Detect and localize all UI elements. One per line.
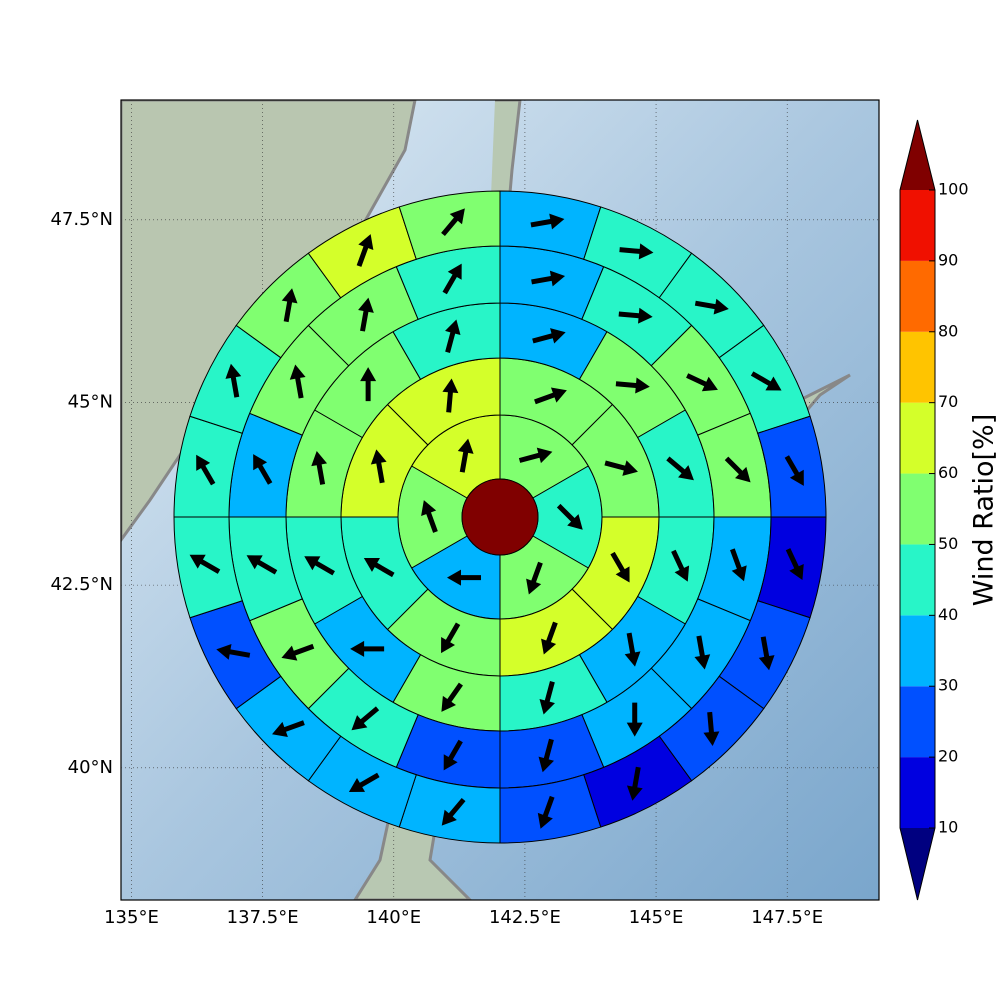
wind-arrow [694, 298, 729, 315]
y-tick-label: 45°N [68, 391, 113, 412]
wind-arrow [604, 460, 638, 476]
y-tick-label: 42.5°N [50, 574, 113, 595]
wind-arrow [537, 795, 555, 829]
wind-arrow [442, 378, 459, 413]
wind-arrow [447, 569, 481, 586]
colorbar-bin [900, 686, 935, 758]
x-tick-label: 147.5°E [751, 907, 823, 928]
colorbar-bin [900, 331, 935, 403]
wind-arrow [441, 682, 463, 712]
map-frame [120, 99, 880, 901]
wind-arrow [189, 554, 221, 574]
wind-arrow [532, 328, 566, 344]
wind-arrow [730, 548, 747, 582]
wind-arrow [671, 549, 690, 582]
wind-arrow [281, 643, 315, 661]
colorbar-bin [900, 757, 935, 828]
wind-arrow [534, 387, 567, 405]
colorbar-tick-label: 70 [938, 392, 958, 411]
wind-arrow [626, 702, 643, 737]
colorbar: 10 20 30 40 50 60 70 80 90 100 [899, 119, 969, 901]
wind-arrow [750, 371, 782, 391]
colorbar-bin [900, 402, 935, 474]
wind-arrow [457, 438, 474, 473]
wind-arrow [610, 551, 630, 583]
wind-arrow [619, 243, 654, 260]
wind-arrow [541, 621, 558, 655]
wind-arrow [370, 449, 387, 484]
wind-arrow [216, 643, 251, 660]
wind-arrow [556, 503, 583, 530]
colorbar-tick-label: 30 [938, 676, 958, 695]
x-tick-label: 142.5°E [489, 907, 561, 928]
wind-arrow [225, 363, 242, 398]
wind-arrow [272, 720, 305, 737]
colorbar-label: Wind Ratio[%] [969, 414, 1000, 606]
wind-arrow [618, 307, 653, 324]
wind-arrow [363, 557, 395, 578]
wind-arrow [626, 766, 643, 801]
wind-arrow [441, 797, 466, 826]
colorbar-under [900, 828, 935, 900]
x-tick-label: 145°E [629, 907, 684, 928]
wind-arrow [350, 640, 385, 657]
wind-arrow [441, 622, 461, 654]
wind-arrow [360, 367, 377, 402]
wind-arrow [784, 455, 804, 486]
wind-arrow [703, 711, 720, 747]
colorbar-tick-label: 100 [938, 180, 969, 199]
wind-arrow [311, 451, 328, 485]
wind-arrow [530, 213, 565, 230]
wind-arrow [442, 263, 462, 295]
colorbar-tick-label: 90 [938, 250, 958, 269]
wind-arrow [441, 208, 465, 237]
wind-arrow [531, 270, 566, 287]
wind-arrow [356, 234, 374, 267]
y-tick-label: 40°N [68, 757, 113, 778]
colorbar-tick-label: 80 [938, 321, 958, 340]
wind-arrow [289, 364, 306, 399]
x-tick-label: 140°E [366, 907, 421, 928]
wind-arrow [686, 373, 718, 392]
colorbar-tick-label: 40 [938, 605, 958, 624]
wind-arrow [615, 377, 650, 394]
x-tick-label: 135°E [104, 907, 159, 928]
wind-arrow [666, 456, 694, 481]
wind-diagram [173, 190, 827, 844]
colorbar-tick-label: 10 [938, 818, 958, 837]
colorbar-bin [900, 615, 935, 687]
y-tick-label: 47.5°N [50, 209, 113, 230]
colorbar-bin [900, 473, 935, 545]
wind-arrow [526, 561, 543, 595]
colorbar-tick-label: 60 [938, 463, 958, 482]
colorbar-bin [900, 190, 935, 261]
wind-arrow [445, 319, 461, 353]
wind-arrow [758, 636, 775, 671]
wind-arrow [538, 738, 555, 773]
wind-arrow [351, 706, 380, 731]
center-disc [461, 478, 539, 556]
wind-arrow [724, 456, 751, 483]
colorbar-bin [900, 260, 935, 332]
colorbar-tick-label: 50 [938, 534, 958, 553]
wind-arrow [281, 288, 298, 323]
wind-arrow [246, 555, 278, 575]
wind-arrow [785, 548, 804, 581]
wind-arrow [253, 454, 273, 485]
wind-arrow [196, 454, 216, 486]
wind-arrow [348, 772, 380, 792]
wind-arrow [304, 556, 335, 576]
wind-arrow [624, 632, 641, 667]
colorbar-over [900, 120, 935, 190]
wind-arrow [443, 739, 463, 771]
colorbar-bin [900, 544, 935, 616]
wind-arrow [421, 500, 438, 533]
wind-arrow [518, 447, 553, 464]
wind-arrow [694, 635, 711, 670]
wind-arrow [358, 297, 374, 332]
colorbar-tick-label: 20 [938, 747, 958, 766]
x-tick-label: 137.5°E [227, 907, 299, 928]
wind-arrow [539, 681, 555, 715]
